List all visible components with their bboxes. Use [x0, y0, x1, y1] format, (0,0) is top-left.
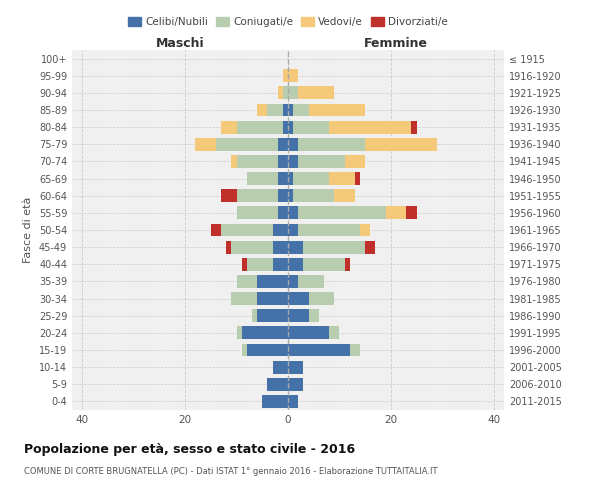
- Bar: [257, 275, 288, 288]
- Bar: [288, 104, 293, 117]
- Bar: [262, 395, 288, 408]
- Bar: [278, 86, 283, 100]
- Bar: [221, 120, 236, 134]
- Bar: [288, 395, 298, 408]
- Bar: [288, 190, 293, 202]
- Bar: [283, 120, 288, 134]
- Bar: [293, 172, 329, 185]
- Text: Femmine: Femmine: [364, 37, 428, 50]
- Bar: [242, 326, 288, 340]
- Bar: [278, 190, 288, 202]
- Bar: [298, 155, 344, 168]
- Bar: [288, 240, 304, 254]
- Bar: [298, 206, 386, 220]
- Bar: [278, 206, 288, 220]
- Bar: [257, 292, 288, 305]
- Bar: [288, 70, 298, 82]
- Bar: [288, 206, 298, 220]
- Y-axis label: Fasce di età: Fasce di età: [23, 197, 33, 263]
- Text: COMUNE DI CORTE BRUGNATELLA (PC) - Dati ISTAT 1° gennaio 2016 - Elaborazione TUT: COMUNE DI CORTE BRUGNATELLA (PC) - Dati …: [24, 468, 437, 476]
- Bar: [268, 104, 283, 117]
- Text: Popolazione per età, sesso e stato civile - 2016: Popolazione per età, sesso e stato civil…: [24, 442, 355, 456]
- Bar: [247, 258, 272, 270]
- Bar: [196, 138, 216, 150]
- Bar: [288, 120, 293, 134]
- Bar: [308, 104, 365, 117]
- Bar: [288, 310, 308, 322]
- Bar: [236, 275, 257, 288]
- Bar: [288, 224, 298, 236]
- Bar: [304, 240, 365, 254]
- Bar: [298, 86, 334, 100]
- Bar: [288, 292, 308, 305]
- Bar: [334, 190, 355, 202]
- Bar: [242, 258, 247, 270]
- Bar: [344, 258, 350, 270]
- Bar: [272, 360, 288, 374]
- Legend: Celibi/Nubili, Coniugati/e, Vedovi/e, Divorziati/e: Celibi/Nubili, Coniugati/e, Vedovi/e, Di…: [124, 12, 452, 32]
- Bar: [365, 240, 376, 254]
- Bar: [268, 378, 288, 390]
- Bar: [221, 224, 272, 236]
- Bar: [283, 86, 288, 100]
- Bar: [355, 172, 360, 185]
- Bar: [360, 224, 370, 236]
- Bar: [236, 155, 278, 168]
- Bar: [288, 344, 350, 356]
- Bar: [288, 138, 298, 150]
- Bar: [272, 224, 288, 236]
- Bar: [283, 70, 288, 82]
- Bar: [236, 206, 278, 220]
- Bar: [247, 172, 278, 185]
- Bar: [288, 360, 304, 374]
- Bar: [386, 206, 406, 220]
- Bar: [252, 310, 257, 322]
- Bar: [236, 190, 278, 202]
- Bar: [221, 190, 236, 202]
- Bar: [216, 138, 278, 150]
- Bar: [226, 240, 232, 254]
- Bar: [283, 104, 288, 117]
- Bar: [329, 172, 355, 185]
- Bar: [412, 120, 416, 134]
- Bar: [236, 120, 283, 134]
- Bar: [329, 120, 412, 134]
- Bar: [257, 104, 268, 117]
- Bar: [288, 172, 293, 185]
- Bar: [298, 224, 360, 236]
- Bar: [288, 326, 329, 340]
- Bar: [232, 155, 236, 168]
- Bar: [288, 86, 298, 100]
- Bar: [365, 138, 437, 150]
- Bar: [288, 258, 304, 270]
- Bar: [278, 172, 288, 185]
- Bar: [350, 344, 360, 356]
- Bar: [272, 240, 288, 254]
- Bar: [293, 120, 329, 134]
- Bar: [211, 224, 221, 236]
- Bar: [329, 326, 340, 340]
- Bar: [288, 378, 304, 390]
- Bar: [288, 155, 298, 168]
- Bar: [257, 310, 288, 322]
- Bar: [298, 275, 324, 288]
- Bar: [308, 292, 334, 305]
- Bar: [232, 292, 257, 305]
- Bar: [308, 310, 319, 322]
- Bar: [304, 258, 344, 270]
- Bar: [278, 138, 288, 150]
- Bar: [406, 206, 416, 220]
- Bar: [293, 190, 334, 202]
- Bar: [278, 155, 288, 168]
- Text: Maschi: Maschi: [155, 37, 205, 50]
- Bar: [232, 240, 272, 254]
- Bar: [293, 104, 308, 117]
- Bar: [344, 155, 365, 168]
- Bar: [272, 258, 288, 270]
- Bar: [236, 326, 242, 340]
- Bar: [298, 138, 365, 150]
- Bar: [247, 344, 288, 356]
- Bar: [288, 275, 298, 288]
- Bar: [242, 344, 247, 356]
